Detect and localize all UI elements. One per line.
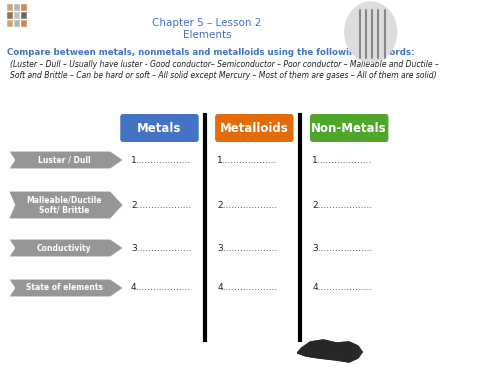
Text: 1...................: 1...................: [217, 155, 277, 164]
Text: 3...................: 3...................: [217, 243, 277, 253]
Text: 1...................: 1...................: [312, 155, 372, 164]
Text: Metalloids: Metalloids: [220, 121, 288, 135]
Polygon shape: [9, 191, 123, 219]
FancyBboxPatch shape: [7, 20, 13, 27]
Text: Conductivity: Conductivity: [37, 243, 92, 253]
FancyBboxPatch shape: [14, 12, 20, 19]
Polygon shape: [9, 151, 123, 169]
Text: 2...................: 2...................: [131, 200, 192, 210]
Text: Chapter 5 – Lesson 2: Chapter 5 – Lesson 2: [152, 18, 262, 28]
Circle shape: [345, 2, 396, 62]
Text: Elements: Elements: [182, 30, 231, 40]
Text: 4...................: 4...................: [217, 283, 277, 292]
Polygon shape: [298, 340, 362, 362]
Text: 1...................: 1...................: [131, 155, 192, 164]
FancyBboxPatch shape: [120, 114, 199, 142]
FancyBboxPatch shape: [14, 4, 20, 11]
FancyBboxPatch shape: [21, 20, 27, 27]
Text: 2...................: 2...................: [312, 200, 372, 210]
Text: Soft and Brittle – Can be hard or soft – All solid except Mercury – Most of them: Soft and Brittle – Can be hard or soft –…: [11, 71, 437, 80]
Text: Luster / Dull: Luster / Dull: [38, 155, 91, 164]
Text: Non-Metals: Non-Metals: [312, 121, 387, 135]
FancyBboxPatch shape: [21, 4, 27, 11]
Polygon shape: [9, 239, 123, 257]
Text: Metals: Metals: [137, 121, 182, 135]
FancyBboxPatch shape: [7, 4, 13, 11]
Text: Compare between metals, nonmetals and metalloids using the following keywords:: Compare between metals, nonmetals and me…: [7, 48, 414, 57]
Polygon shape: [298, 340, 362, 362]
FancyBboxPatch shape: [310, 114, 388, 142]
FancyBboxPatch shape: [21, 12, 27, 19]
Text: State of elements: State of elements: [26, 283, 103, 292]
FancyBboxPatch shape: [215, 114, 294, 142]
Text: Malleable/Ductile
Soft/ Brittle: Malleable/Ductile Soft/ Brittle: [26, 195, 102, 215]
Polygon shape: [9, 279, 123, 297]
Text: 2...................: 2...................: [217, 200, 277, 210]
Text: 4...................: 4...................: [312, 283, 372, 292]
Text: 3...................: 3...................: [312, 243, 372, 253]
FancyBboxPatch shape: [14, 20, 20, 27]
Text: 4...................: 4...................: [131, 283, 192, 292]
Text: 3...................: 3...................: [131, 243, 192, 253]
FancyBboxPatch shape: [7, 12, 13, 19]
Text: (Luster – Dull – Usually have luster - Good conductor– Semiconductor – Poor cond: (Luster – Dull – Usually have luster - G…: [11, 60, 439, 69]
